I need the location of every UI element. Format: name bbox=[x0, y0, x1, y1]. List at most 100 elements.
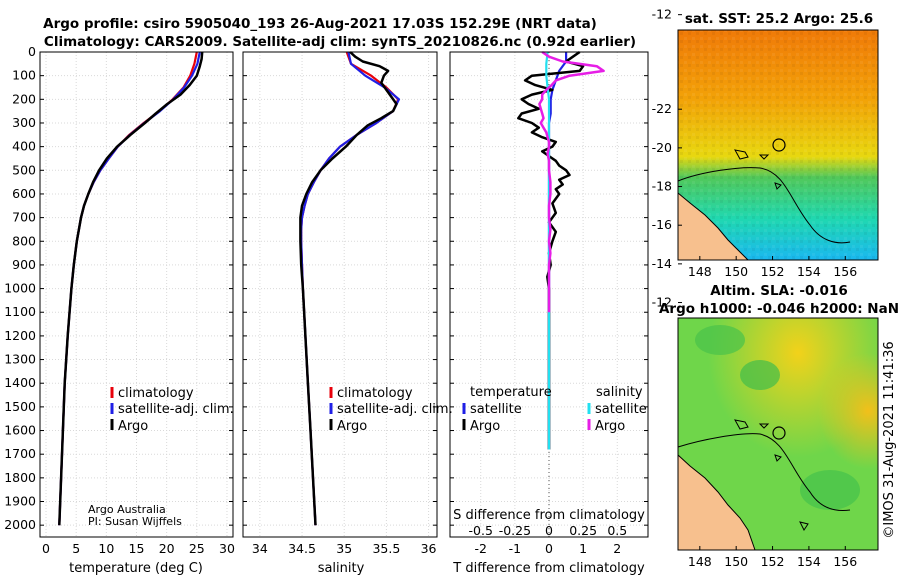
temperature-axis-label: temperature (deg C) bbox=[69, 561, 203, 576]
map-x-tick-label: 152 bbox=[761, 554, 785, 569]
legend-t-argo-label: Argo bbox=[470, 419, 500, 434]
y-tick-label: 1100 bbox=[4, 304, 36, 319]
s-tick-label: 0.25 bbox=[569, 523, 597, 538]
sst-ticks: 148 150 152 154 156 -12 -14 -16 -18 -20 -22 bbox=[652, 7, 858, 279]
sla-land bbox=[678, 455, 755, 550]
x-tick-label: -2 bbox=[474, 541, 486, 556]
map-x-tick-label: 154 bbox=[797, 264, 821, 279]
legend-salinity-title: salinity bbox=[596, 385, 643, 400]
x-tick-label: 35.5 bbox=[372, 541, 400, 556]
legend-t-sat-label: satellite bbox=[470, 402, 522, 417]
y-tick-label: 0 bbox=[28, 44, 36, 59]
y-tick-label: 1900 bbox=[4, 494, 36, 509]
legend-s-sat-label: satellite bbox=[595, 402, 647, 417]
temp-legend: climatology satellite-adj. clim. Argo bbox=[110, 386, 234, 434]
x-tick-label: 30 bbox=[219, 541, 235, 556]
figure-title-line1: Argo profile: csiro 5905040_193 26-Aug-2… bbox=[43, 16, 597, 32]
sst-map bbox=[677, 29, 879, 261]
map-x-tick-label: 148 bbox=[688, 554, 712, 569]
y-tick-label: 600 bbox=[12, 186, 36, 201]
sla-reef bbox=[772, 426, 786, 440]
x-tick-label: 0 bbox=[42, 541, 50, 556]
legend-argo-label: Argo bbox=[337, 419, 367, 434]
y-tick-label: 400 bbox=[12, 139, 36, 154]
map-y-tick-label: -20 bbox=[652, 140, 672, 155]
legend-clim-label: climatology bbox=[118, 386, 194, 401]
sst-frame bbox=[677, 29, 879, 261]
sst-contour bbox=[677, 167, 851, 244]
series-line-argo bbox=[299, 51, 398, 526]
s-tick-label: 0.5 bbox=[607, 523, 627, 538]
map-y-tick-label: -16 bbox=[652, 217, 672, 232]
sst-land bbox=[678, 193, 748, 260]
y-tick-label: 1600 bbox=[4, 423, 36, 438]
x-tick-label: 34 bbox=[252, 541, 268, 556]
map-y-tick-label: -12 bbox=[652, 7, 672, 22]
map-y-tick-label: -18 bbox=[652, 179, 672, 194]
legend-argo-label: Argo bbox=[118, 419, 148, 434]
legend-sat-label: satellite-adj. clim. bbox=[118, 402, 234, 417]
y-tick-label: 1000 bbox=[4, 281, 36, 296]
x-tick-label: 35 bbox=[336, 541, 352, 556]
axes-frame bbox=[242, 51, 438, 538]
y-tick-label: 1800 bbox=[4, 470, 36, 485]
y-tick-label: 100 bbox=[12, 68, 36, 83]
s-tick-label: 0 bbox=[545, 523, 553, 538]
tdiff-axis-label: T difference from climatology bbox=[452, 561, 645, 576]
annotation-line2: PI: Susan Wijffels bbox=[88, 515, 182, 528]
map-x-tick-label: 156 bbox=[833, 264, 857, 279]
sst-islands bbox=[734, 149, 782, 190]
sla-islands bbox=[734, 419, 809, 531]
copyright-label: ©IMOS 31-Aug-2021 11:41:36 bbox=[882, 341, 897, 538]
s-tick-label: -0.25 bbox=[499, 523, 531, 538]
map-y-tick-label: -12 bbox=[652, 295, 672, 310]
y-tick-label: 1700 bbox=[4, 446, 36, 461]
sla-map-title-line1: Altim. SLA: -0.016 bbox=[710, 283, 847, 299]
sdiff-axis-label: S difference from climatology bbox=[453, 508, 645, 523]
axes-frame bbox=[39, 51, 234, 538]
sst-coastline bbox=[677, 192, 749, 261]
x-tick-label: 15 bbox=[129, 541, 145, 556]
y-tick-label: 1300 bbox=[4, 352, 36, 367]
sst-map-title: sat. SST: 25.2 Argo: 25.6 bbox=[685, 11, 873, 27]
y-tick-label: 800 bbox=[12, 233, 36, 248]
x-tick-label: 20 bbox=[159, 541, 175, 556]
map-x-tick-label: 152 bbox=[761, 264, 785, 279]
x-tick-label: 5 bbox=[72, 541, 80, 556]
x-tick-label: 0 bbox=[545, 541, 553, 556]
sst-reef bbox=[772, 138, 786, 152]
sla-coastline bbox=[677, 454, 756, 551]
temperature-panel: 0 5 10 15 20 25 300100200300400500600700800900… bbox=[4, 44, 235, 556]
sla-low-patch bbox=[800, 470, 860, 510]
x-tick-label: 34.5 bbox=[288, 541, 316, 556]
x-tick-label: 25 bbox=[189, 541, 205, 556]
y-tick-label: 900 bbox=[12, 257, 36, 272]
series-line-s-argo bbox=[538, 50, 605, 313]
sla-contour bbox=[677, 433, 851, 511]
map-y-tick-label: -14 bbox=[652, 256, 672, 271]
map-x-tick-label: 150 bbox=[724, 264, 748, 279]
s-tick-label: -0.5 bbox=[469, 523, 493, 538]
x-tick-label: 2 bbox=[613, 541, 621, 556]
x-tick-label: 10 bbox=[98, 541, 114, 556]
y-tick-label: 1500 bbox=[4, 399, 36, 414]
legend-clim-label: climatology bbox=[337, 386, 413, 401]
series-line-argo bbox=[58, 51, 204, 526]
map-x-tick-label: 154 bbox=[797, 554, 821, 569]
map-x-tick-label: 156 bbox=[833, 554, 857, 569]
map-x-tick-label: 150 bbox=[724, 554, 748, 569]
diff-legend: temperature salinity satellite Argo sate… bbox=[462, 385, 647, 434]
map-y-tick-label: -22 bbox=[652, 101, 672, 116]
sla-frame bbox=[677, 317, 879, 551]
legend-temperature-title: temperature bbox=[470, 385, 552, 400]
salinity-axis-label: salinity bbox=[318, 561, 365, 576]
legend-s-argo-label: Argo bbox=[595, 419, 625, 434]
y-tick-label: 1200 bbox=[4, 328, 36, 343]
axes-frame bbox=[449, 51, 649, 538]
x-tick-label: 36 bbox=[421, 541, 437, 556]
figure-title-line2: Climatology: CARS2009. Satellite-adj cli… bbox=[44, 34, 636, 50]
salinity-panel: 34 34.5 35 35.5 36 bbox=[242, 51, 438, 556]
y-tick-label: 300 bbox=[12, 115, 36, 130]
y-tick-label: 500 bbox=[12, 162, 36, 177]
